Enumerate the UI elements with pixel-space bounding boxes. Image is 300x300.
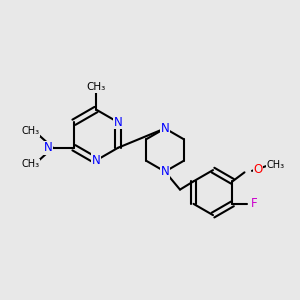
Text: N: N (114, 116, 122, 129)
Text: CH₃: CH₃ (21, 159, 40, 169)
Text: CH₃: CH₃ (21, 126, 40, 136)
Text: CH₃: CH₃ (86, 82, 106, 92)
Text: N: N (92, 154, 100, 167)
Text: N: N (160, 122, 169, 135)
Text: CH₃: CH₃ (267, 160, 285, 170)
Text: N: N (44, 141, 53, 154)
Text: N: N (160, 165, 169, 178)
Text: O: O (254, 163, 262, 176)
Text: F: F (251, 197, 257, 210)
